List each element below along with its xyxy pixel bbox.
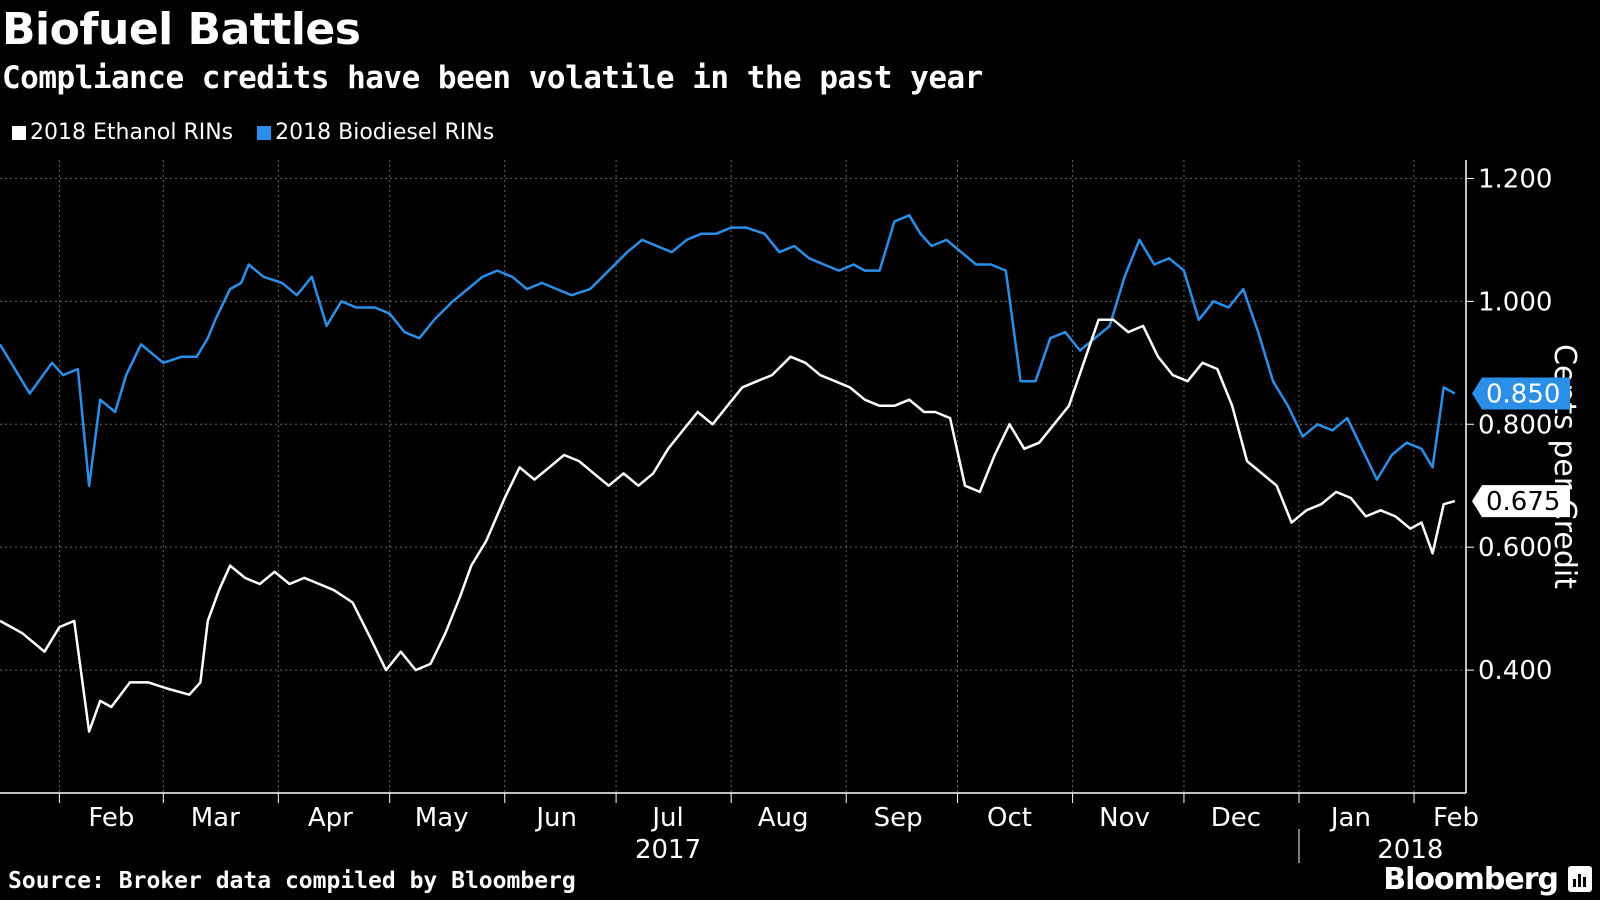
x-tick-label: Sep: [874, 803, 923, 833]
x-tick-label: Aug: [758, 803, 809, 833]
x-tick-label: Mar: [191, 803, 240, 833]
x-tick-label: Feb: [1433, 803, 1479, 833]
y-tick-label: 0.600: [1478, 533, 1552, 563]
x-tick-label: Nov: [1099, 803, 1150, 833]
y-tick-label: 1.000: [1478, 287, 1552, 317]
source-note: Source: Broker data compiled by Bloomber…: [8, 868, 576, 894]
x-tick-label: Oct: [987, 803, 1032, 833]
legend-item-biodiesel: 2018 Biodiesel RINs: [257, 120, 494, 145]
x-tick-label: Apr: [308, 803, 353, 833]
series-line-ethanol: [0, 318, 1456, 733]
chart-subtitle: Compliance credits have been volatile in…: [2, 60, 983, 96]
x-tick-label: May: [415, 803, 469, 833]
legend-item-ethanol: 2018 Ethanol RINs: [12, 120, 233, 145]
x-tick-label: Feb: [88, 803, 134, 833]
bloomberg-logo: Bloomberg: [1383, 862, 1559, 897]
series-line-biodiesel: [0, 214, 1456, 487]
last-value-biodiesel-box: [1472, 377, 1570, 410]
x-tick-label: Jan: [1329, 803, 1371, 833]
year-label: 2018: [1377, 835, 1443, 865]
legend-swatch-ethanol: [12, 125, 26, 140]
x-tick-label: Jul: [650, 803, 683, 833]
legend-swatch-biodiesel: [257, 125, 272, 140]
x-tick-label: Dec: [1211, 803, 1261, 833]
legend-label-biodiesel: 2018 Biodiesel RINs: [275, 120, 495, 145]
chart-title: Biofuel Battles: [2, 4, 361, 55]
year-label: 2017: [635, 835, 701, 865]
legend-label-ethanol: 2018 Ethanol RINs: [30, 120, 234, 145]
y-tick-label: 0.400: [1478, 656, 1552, 686]
last-value-biodiesel-label: 0.850: [1486, 380, 1560, 410]
y-tick-label: 0.800: [1478, 410, 1552, 440]
last-value-ethanol-label: 0.675: [1486, 487, 1560, 517]
bloomberg-chart-icon: [1568, 866, 1592, 892]
legend: 2018 Ethanol RINs 2018 Biodiesel RINs: [12, 120, 494, 145]
last-value-ethanol-box: [1472, 485, 1570, 518]
y-tick-label: 1.200: [1478, 164, 1552, 194]
x-tick-label: Jun: [534, 803, 577, 833]
